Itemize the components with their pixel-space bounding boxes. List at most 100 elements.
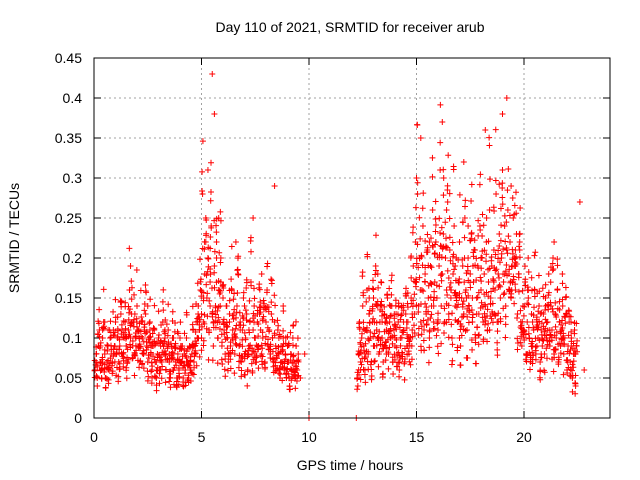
data-point <box>460 313 467 320</box>
data-point <box>245 351 252 358</box>
data-point <box>438 303 445 309</box>
data-point <box>125 303 132 310</box>
data-point <box>160 286 167 293</box>
data-point <box>391 356 398 363</box>
data-point <box>442 219 449 226</box>
data-point <box>542 281 549 288</box>
data-point <box>420 337 427 344</box>
data-point <box>166 374 173 381</box>
data-point <box>403 325 410 332</box>
data-point <box>473 360 480 367</box>
data-point <box>263 319 269 325</box>
data-point <box>485 279 492 285</box>
data-point <box>261 360 268 367</box>
data-point <box>474 294 481 301</box>
data-point <box>424 231 431 238</box>
data-point <box>151 342 158 349</box>
data-point <box>356 350 363 357</box>
data-point <box>369 277 376 284</box>
data-point <box>467 271 474 277</box>
data-point <box>251 295 258 302</box>
data-point <box>420 317 427 324</box>
data-point <box>163 321 170 328</box>
data-point <box>448 335 455 341</box>
data-point <box>497 237 504 244</box>
data-point <box>559 270 566 277</box>
data-point <box>376 319 383 325</box>
data-point <box>242 307 249 314</box>
data-point <box>295 372 302 379</box>
data-point <box>456 275 463 282</box>
data-point <box>411 322 418 329</box>
data-point <box>259 317 266 324</box>
data-point <box>420 288 427 295</box>
data-point <box>525 295 532 301</box>
data-point <box>439 119 446 125</box>
data-point <box>179 343 186 350</box>
data-point <box>524 300 531 307</box>
data-point <box>494 352 501 359</box>
data-point <box>542 306 549 313</box>
data-point <box>240 322 247 329</box>
data-point <box>465 255 472 261</box>
data-point <box>216 325 223 332</box>
data-point <box>511 202 518 209</box>
data-point <box>410 297 417 304</box>
data-point <box>516 243 523 250</box>
data-point <box>147 349 154 356</box>
data-point <box>133 347 140 354</box>
data-point <box>411 291 418 298</box>
data-point <box>94 363 101 370</box>
data-point <box>492 126 499 133</box>
data-point <box>124 360 131 367</box>
data-point <box>524 319 531 325</box>
data-point <box>495 247 502 254</box>
data-point <box>289 335 296 341</box>
data-point <box>505 233 512 240</box>
data-point <box>159 298 166 305</box>
data-point <box>377 301 384 308</box>
data-point <box>261 300 268 307</box>
data-point <box>379 335 386 341</box>
data-point <box>359 273 366 280</box>
data-point <box>443 235 450 242</box>
data-point <box>562 314 569 321</box>
data-point <box>120 349 127 356</box>
data-point <box>487 295 494 301</box>
data-point <box>425 359 432 366</box>
data-point <box>120 363 127 370</box>
data-point <box>526 349 533 356</box>
data-point <box>196 316 203 323</box>
data-point <box>172 345 179 352</box>
data-point <box>200 337 207 344</box>
data-point <box>534 326 541 333</box>
data-point <box>468 229 475 236</box>
data-point <box>509 250 516 257</box>
data-point <box>189 321 196 328</box>
data-point <box>370 286 377 293</box>
data-point <box>234 290 241 297</box>
data-point <box>174 351 181 357</box>
y-tick-label: 0.15 <box>55 290 82 306</box>
data-point <box>557 350 564 357</box>
data-point <box>207 279 214 285</box>
data-point <box>287 357 294 364</box>
data-point <box>186 362 193 369</box>
data-point <box>435 350 442 357</box>
data-point <box>441 329 448 336</box>
data-point <box>539 285 546 292</box>
data-point <box>478 278 485 285</box>
data-point <box>479 233 486 240</box>
data-point <box>139 317 146 324</box>
data-point <box>290 353 297 360</box>
data-point <box>466 307 473 314</box>
data-point <box>415 308 422 315</box>
data-point <box>366 310 373 317</box>
data-point <box>388 272 395 279</box>
data-point <box>235 364 242 371</box>
data-point <box>549 260 556 267</box>
data-point <box>398 334 405 341</box>
data-point <box>496 242 503 249</box>
data-point <box>363 298 370 305</box>
data-point <box>237 358 244 365</box>
